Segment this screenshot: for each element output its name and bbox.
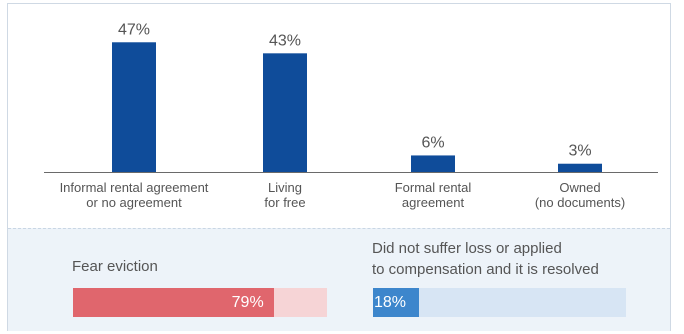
loss-resolved-value: 18% — [374, 294, 407, 311]
bar — [558, 163, 602, 172]
bar-value-label: 43% — [269, 32, 301, 49]
bar-value-label: 6% — [421, 134, 444, 151]
bar — [112, 42, 156, 172]
loss-resolved-progress-fill — [373, 288, 419, 317]
fear-eviction-progress-bar: 79% — [73, 288, 327, 317]
loss-resolved-progress-bar: 18% — [373, 288, 626, 317]
category-label: or no agreement — [86, 195, 182, 210]
category-label: Formal rental — [395, 180, 472, 195]
fear-eviction-progress-fill — [73, 288, 274, 317]
stat-label-line: Did not suffer loss or applied — [372, 240, 562, 257]
stat-label-line: Fear eviction — [72, 258, 158, 275]
stat-label-loss-resolved: Did not suffer loss or applied to compen… — [372, 238, 599, 280]
category-label: Informal rental agreement — [60, 180, 209, 195]
category-label: Owned — [559, 180, 600, 195]
stat-label-line: to compensation and it is resolved — [372, 261, 599, 278]
fear-eviction-value: 79% — [231, 294, 264, 311]
category-label: (no documents) — [535, 195, 625, 210]
bar-value-label: 3% — [568, 143, 591, 160]
bar — [411, 155, 455, 172]
category-label: for free — [264, 195, 305, 210]
bar — [263, 53, 307, 172]
category-label: Living — [268, 180, 302, 195]
stat-label-fear-eviction: Fear eviction — [72, 256, 158, 277]
bar-value-label: 47% — [118, 21, 150, 38]
category-label: agreement — [402, 195, 465, 210]
